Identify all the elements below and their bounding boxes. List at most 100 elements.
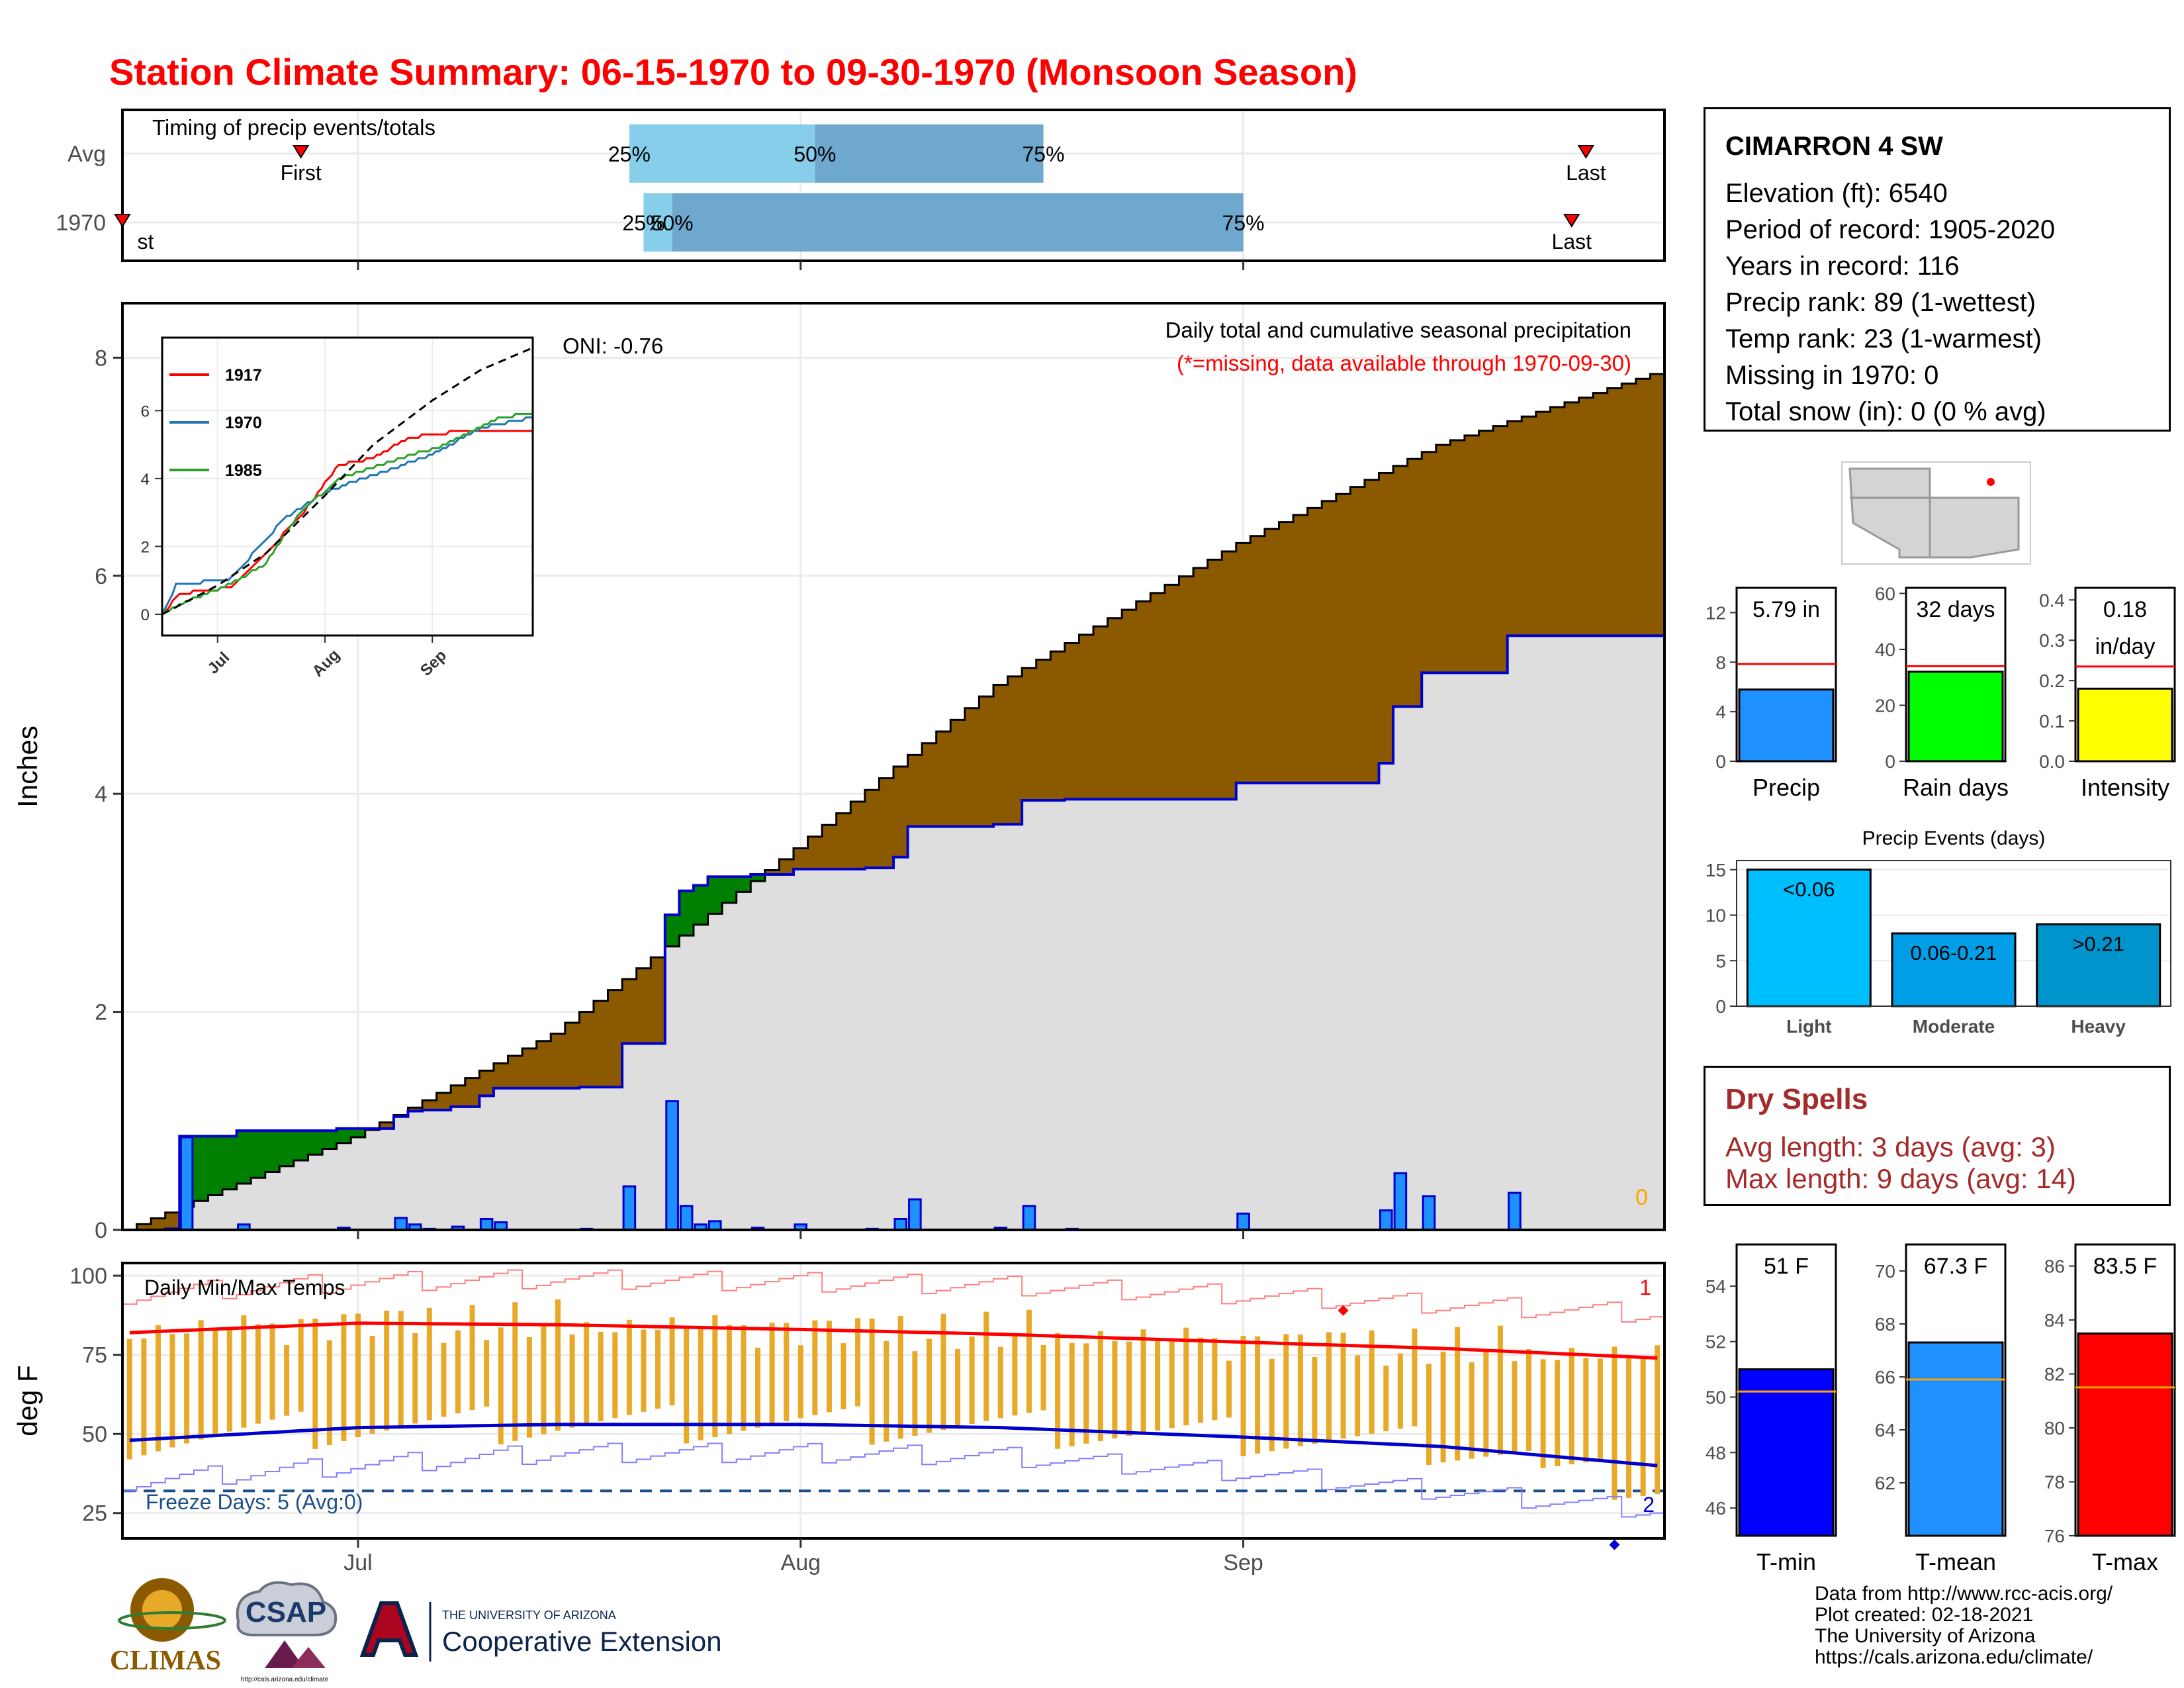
deficit-segment: [1093, 626, 1109, 800]
daily-temp-range-bar: [341, 1314, 347, 1441]
page-title: Station Climate Summary: 06-15-1970 to 0…: [109, 51, 1357, 93]
summary-tick-label: 46: [1706, 1498, 1726, 1519]
deficit-segment: [1107, 618, 1122, 800]
daily-temp-range-bar: [498, 1327, 504, 1444]
daily-temp-range-bar: [1440, 1351, 1446, 1463]
summary-tick-label: 4: [1715, 702, 1726, 722]
deficit-segment: [1336, 494, 1351, 783]
credits-data-source: Data from http://www.rcc-acis.org/: [1815, 1583, 2113, 1605]
deficit-segment: [536, 1041, 551, 1088]
deficit-segment: [1322, 500, 1337, 783]
summary-tick-label: 54: [1706, 1276, 1726, 1297]
timing-label-25: 25%: [608, 142, 651, 166]
surplus-segment: [193, 1136, 208, 1201]
daily-temp-range-bar: [1040, 1345, 1046, 1411]
record-low-marker: [1609, 1539, 1620, 1550]
daily-temp-range-bar: [1426, 1364, 1432, 1465]
deficit-segment: [1550, 407, 1565, 636]
deficit-segment: [151, 1218, 166, 1230]
deficit-segment: [779, 859, 794, 875]
daily-temp-range-bar: [226, 1328, 232, 1432]
oni-label: ONI: -0.76: [563, 334, 663, 358]
summary-value-label: 83.5 F: [2093, 1254, 2157, 1279]
timing-label-50: 50%: [794, 142, 836, 166]
deficit-segment: [593, 1001, 609, 1088]
daily-temp-range-bar: [869, 1318, 875, 1445]
daily-temp-range-bar: [555, 1299, 561, 1431]
summary-tick-label: 86: [2044, 1256, 2065, 1277]
daily-temp-range-bar: [969, 1336, 975, 1425]
station-period: Period of record: 1905-2020: [1725, 215, 2056, 244]
last-event-label: Last: [1566, 161, 1606, 185]
daily-temp-range-bar: [1083, 1343, 1089, 1444]
station-elevation: Elevation (ft): 6540: [1725, 179, 1948, 208]
deficit-segment: [850, 801, 866, 869]
deficit-segment: [936, 731, 951, 827]
surplus-segment: [722, 876, 737, 903]
timing-bar-q50-q75: [815, 124, 1044, 183]
daily-precip-bar: [908, 1198, 922, 1231]
deficit-segment: [1593, 393, 1608, 636]
deficit-segment: [1635, 379, 1651, 636]
deficit-segment: [1150, 592, 1165, 800]
daily-temp-range-bar: [1097, 1331, 1103, 1441]
deficit-segment: [1507, 421, 1522, 636]
daily-temp-range-bar: [469, 1305, 475, 1411]
credits-url: https://cals.arizona.edu/climate/: [1815, 1646, 2093, 1668]
daily-temp-range-bar: [1297, 1334, 1303, 1446]
summary-value-bar: [1907, 671, 2004, 763]
daily-temp-range-bar: [355, 1313, 361, 1437]
deficit-segment: [964, 708, 979, 827]
station-snow: Total snow (in): 0 (0 % avg): [1725, 397, 2046, 426]
daily-temp-range-bar: [797, 1345, 803, 1419]
daily-precip-bar: [679, 1205, 694, 1231]
surplus-segment: [265, 1131, 280, 1172]
inset-legend-label: 1970: [225, 414, 262, 432]
inset-series-line: [161, 412, 533, 616]
deficit-segment: [608, 990, 623, 1088]
precip-event-bar-label: >0.21: [2072, 932, 2124, 955]
summary-tick-label: 50: [1706, 1387, 1726, 1407]
timing-bar-q50-q75: [672, 193, 1244, 252]
precip-event-bar-label: 0.06-0.21: [1911, 941, 1997, 964]
deficit-segment: [1293, 515, 1308, 783]
daily-temp-range-bar: [1212, 1338, 1218, 1421]
daily-temp-range-bar: [641, 1329, 647, 1412]
inset-tick-label: 4: [141, 471, 150, 489]
daily-temp-range-bar: [1340, 1333, 1346, 1439]
daily-temp-range-bar: [1012, 1335, 1018, 1416]
surplus-segment: [707, 876, 723, 914]
average-min-temp-line: [129, 1423, 1658, 1468]
precip-event-category: Heavy: [2071, 1016, 2126, 1037]
deficit-segment: [451, 1085, 466, 1107]
daily-temp-range-bar: [1569, 1348, 1574, 1465]
daily-temp-range-bar: [855, 1318, 861, 1407]
deficit-segment: [1393, 465, 1408, 707]
dry-spells-title: Dry Spells: [1725, 1083, 1868, 1115]
deficit-segment: [1164, 585, 1179, 800]
deficit-segment: [622, 979, 637, 1044]
daily-temp-range-bar: [526, 1337, 532, 1438]
daily-temp-range-bar: [184, 1333, 190, 1444]
temp-tick-label: 50: [82, 1422, 107, 1447]
deficit-segment: [1136, 601, 1151, 800]
daily-temp-range-bar: [369, 1336, 375, 1434]
timing-row-avg-label: Avg: [68, 142, 106, 167]
summary-category-label: Intensity: [2081, 774, 2169, 801]
temp-reference-line: [122, 1442, 1664, 1518]
credits-university: The University of Arizona: [1815, 1625, 2036, 1647]
temp-tick-label: 100: [69, 1264, 107, 1289]
summary-tick-label: 0.3: [2039, 630, 2065, 651]
surplus-segment: [679, 890, 694, 936]
summary-tick-label: 20: [1875, 695, 1895, 716]
daily-temp-range-bar: [384, 1311, 390, 1430]
precip-ylabel: Inches: [12, 726, 43, 808]
daily-temp-range-bar: [1140, 1329, 1146, 1434]
dry-spells-max: Max length: 9 days (avg: 14): [1725, 1163, 2076, 1194]
first-event-marker: [292, 145, 310, 159]
deficit-segment: [136, 1224, 152, 1230]
daily-temp-range-bar: [955, 1348, 961, 1427]
x-axis-month-label: Sep: [1223, 1550, 1263, 1575]
